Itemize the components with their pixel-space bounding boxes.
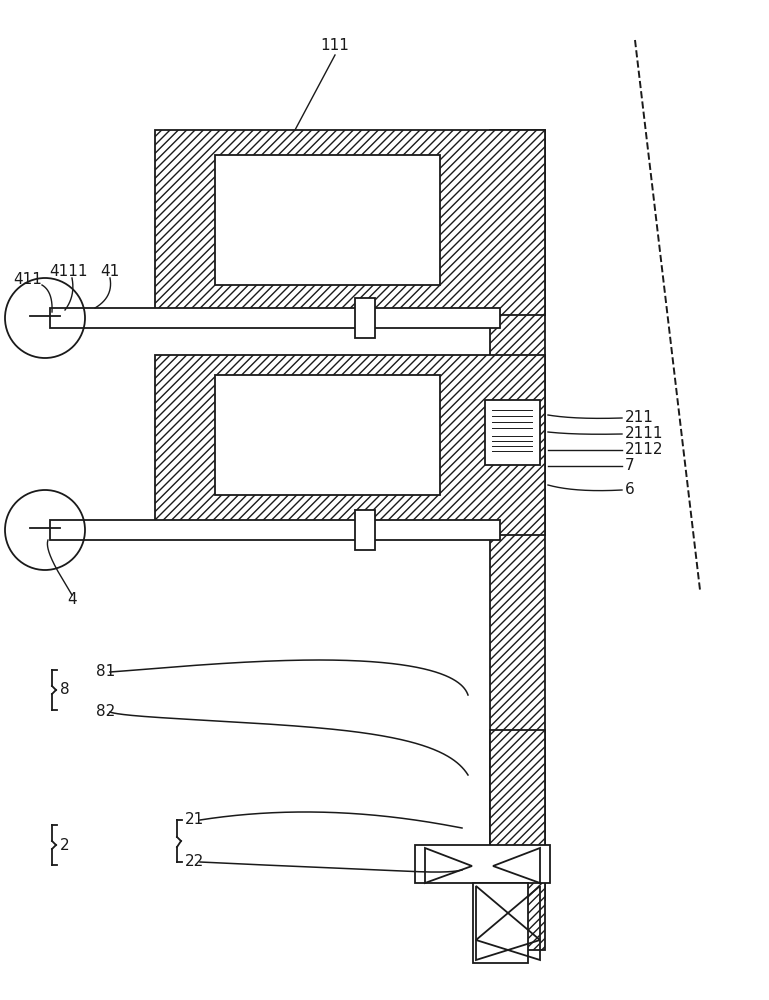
Bar (155, 355, 545, 535)
Bar (355, 298, 375, 338)
Bar (473, 883, 528, 963)
Text: 82: 82 (96, 704, 115, 720)
Text: 6: 6 (625, 483, 634, 497)
Text: 22: 22 (185, 854, 205, 869)
Text: 4: 4 (67, 592, 77, 607)
Bar (50, 520, 500, 540)
Text: 411: 411 (14, 272, 42, 288)
Text: 211: 211 (625, 410, 654, 426)
Bar (485, 400, 540, 465)
Text: 7: 7 (625, 458, 634, 474)
Bar (50, 308, 500, 328)
Text: 111: 111 (321, 37, 349, 52)
Text: 2111: 2111 (625, 426, 664, 442)
Text: 41: 41 (101, 264, 120, 279)
Bar (490, 730, 545, 950)
Text: 2112: 2112 (625, 442, 664, 458)
Text: 2: 2 (60, 838, 70, 852)
Bar (415, 845, 550, 883)
Text: 81: 81 (96, 664, 115, 680)
Bar (215, 155, 440, 285)
Text: 8: 8 (60, 682, 70, 698)
Bar (215, 375, 440, 495)
Text: 21: 21 (185, 812, 205, 828)
Bar (155, 130, 545, 315)
Bar (490, 130, 545, 900)
Bar (355, 510, 375, 550)
Text: 4111: 4111 (48, 264, 87, 279)
